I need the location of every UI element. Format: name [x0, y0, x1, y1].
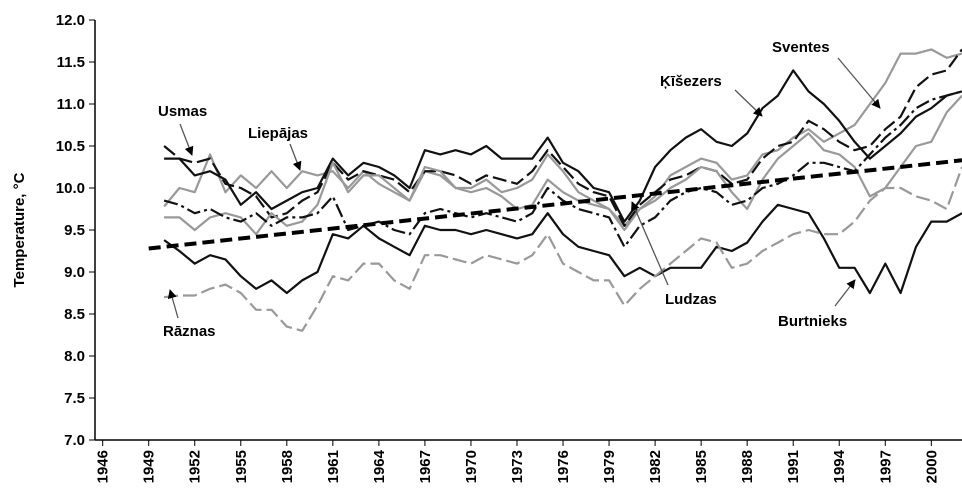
- series-label: Burtnieks: [778, 313, 847, 330]
- label-arrow: [289, 143, 302, 171]
- x-tick-label: 1985: [693, 450, 710, 483]
- x-tick-label: 1982: [647, 450, 664, 483]
- y-tick-label: 8.5: [64, 306, 85, 323]
- label-arrow: [631, 201, 669, 286]
- series-label: Ķīšezers: [660, 73, 722, 90]
- x-tick-label: 1973: [509, 450, 526, 483]
- x-tick-label: 1970: [463, 450, 480, 483]
- series-line: [163, 48, 962, 227]
- x-tick-label: 1961: [325, 450, 342, 483]
- label-arrow: [734, 89, 763, 117]
- series-line: [163, 166, 962, 332]
- x-tick-label: 1994: [831, 449, 848, 483]
- series-label: Liepājas: [248, 125, 308, 142]
- x-tick-label: 1976: [555, 450, 572, 483]
- y-tick-label: 11.5: [57, 54, 85, 71]
- x-tick-label: 1991: [785, 450, 802, 483]
- x-tick-label: 1988: [739, 450, 756, 483]
- y-tick-label: 7.0: [64, 432, 85, 449]
- series-label: Ludzas: [665, 291, 717, 308]
- series-line: [164, 94, 962, 236]
- y-axis-label: Temperature, °C: [11, 172, 28, 287]
- x-tick-label: 1952: [187, 450, 204, 483]
- label-arrow: [837, 57, 881, 109]
- x-tick-label: 2000: [923, 450, 940, 483]
- series-label: Rāznas: [163, 323, 216, 340]
- x-tick-label: 1964: [371, 449, 388, 483]
- x-tick-label: 1997: [877, 450, 894, 483]
- y-tick-label: 12.0: [56, 12, 85, 29]
- y-tick-label: 8.0: [64, 348, 85, 365]
- x-tick-label: 1955: [233, 450, 250, 483]
- y-tick-label: 10.0: [56, 180, 85, 197]
- series-label: Sventes: [772, 39, 830, 56]
- y-tick-label: 9.0: [64, 264, 85, 281]
- x-tick-label: 1958: [279, 450, 296, 483]
- y-tick-label: 7.5: [64, 390, 85, 407]
- y-tick-label: 9.5: [64, 222, 85, 239]
- x-tick-label: 1946: [95, 450, 112, 483]
- series-label: Usmas: [158, 103, 207, 120]
- label-arrow: [167, 289, 179, 319]
- series-line: [163, 90, 962, 248]
- x-tick-label: 1967: [417, 450, 434, 483]
- series-line: [163, 203, 962, 295]
- x-tick-label: 1979: [601, 450, 618, 483]
- x-tick-label: 1949: [141, 450, 158, 483]
- series-line: [164, 69, 962, 223]
- label-arrow: [179, 123, 194, 156]
- y-tick-label: 10.5: [56, 138, 85, 155]
- label-arrow: [834, 279, 856, 307]
- series-line: [148, 158, 962, 251]
- series-line: [163, 48, 962, 227]
- y-tick-label: 11.0: [57, 96, 85, 113]
